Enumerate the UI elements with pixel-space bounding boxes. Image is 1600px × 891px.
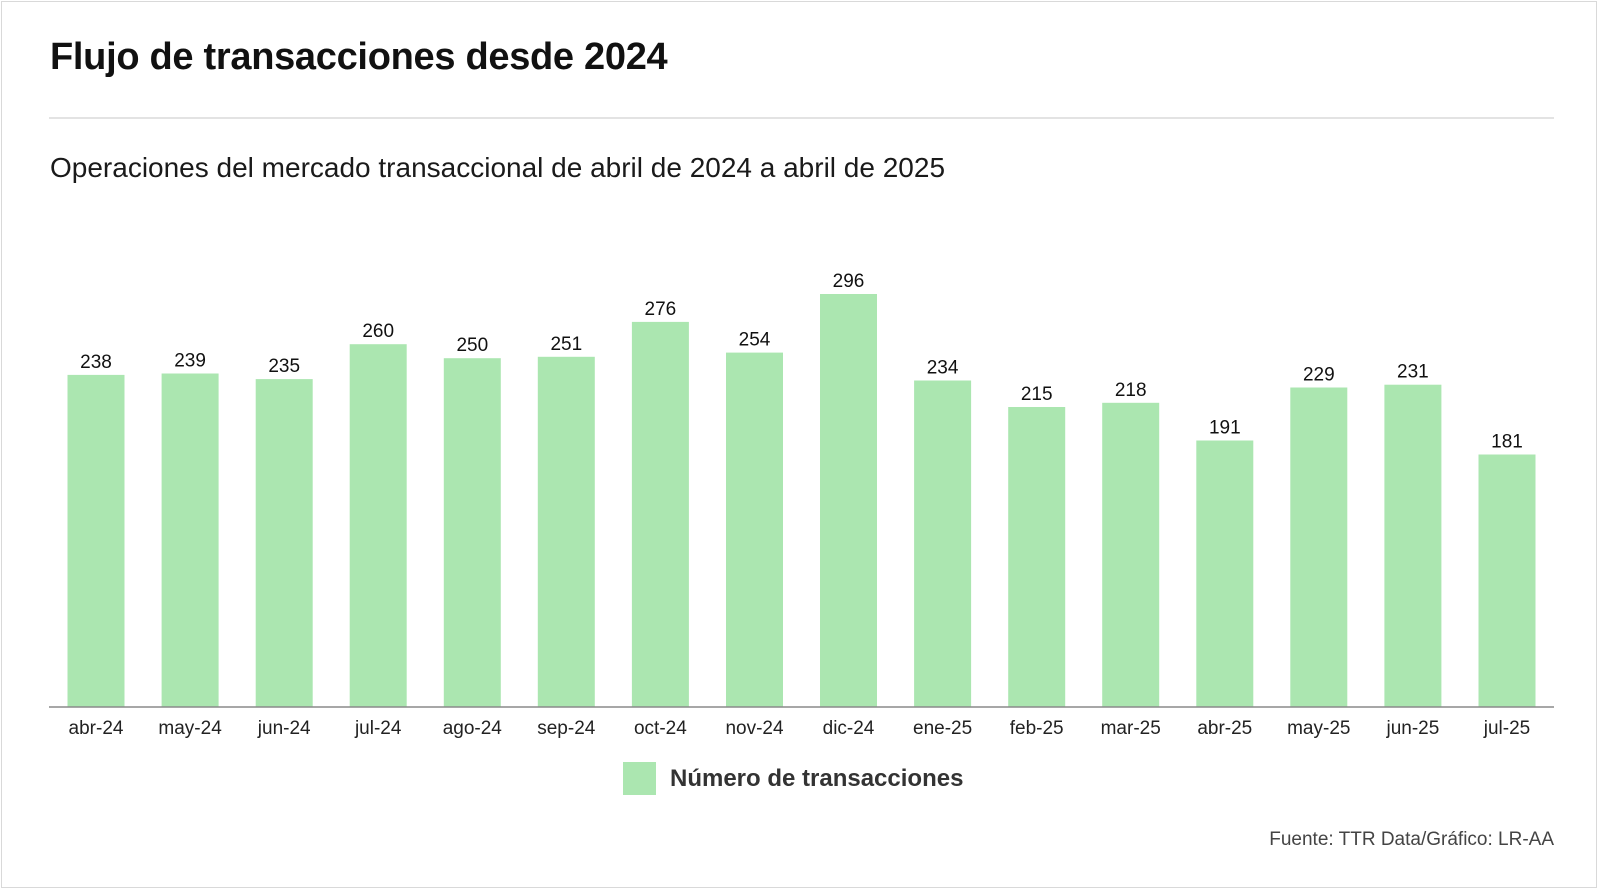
bar-mar-25: [1102, 402, 1160, 707]
bar-jun-25: [1384, 384, 1442, 707]
value-labels-group: 238 239 235 260 250 251 276 254 296 234 215 218 191 2…: [80, 271, 1523, 453]
bar-may-24: [161, 373, 219, 707]
bar-jul-24: [349, 344, 407, 707]
source-note: Fuente: TTR Data/Gráfico: LR-AA: [1269, 829, 1554, 850]
value-label-mar-25: 218: [1115, 380, 1147, 401]
value-label-jun-24: 235: [268, 356, 300, 377]
value-label-abr-25: 191: [1209, 418, 1241, 439]
tick-label-abr-25: abr-25: [1197, 718, 1252, 739]
value-label-jun-25: 231: [1397, 362, 1429, 383]
tick-label-nov-24: nov-24: [725, 718, 784, 739]
bar-may-25: [1290, 387, 1348, 707]
value-label-may-24: 239: [174, 351, 206, 372]
value-label-ago-24: 250: [456, 335, 488, 356]
value-label-jul-24: 260: [362, 321, 394, 342]
bars-group: [67, 294, 1536, 707]
tick-label-ago-24: ago-24: [443, 718, 503, 739]
value-label-abr-24: 238: [80, 352, 112, 373]
legend-swatch: [623, 762, 656, 795]
bar-abr-24: [67, 374, 125, 707]
tick-label-jun-24: jun-24: [257, 718, 311, 739]
bar-nov-24: [726, 352, 783, 707]
bar-feb-25: [1008, 407, 1066, 707]
tick-label-oct-24: oct-24: [634, 718, 687, 739]
bar-sep-24: [537, 356, 595, 707]
tick-label-jul-24: jul-24: [354, 718, 402, 739]
tick-label-jul-25: jul-25: [1483, 718, 1530, 739]
value-label-nov-24: 254: [739, 330, 771, 351]
tick-label-abr-24: abr-24: [69, 718, 124, 739]
tick-label-jun-25: jun-25: [1385, 718, 1439, 739]
bar-ago-24: [443, 358, 501, 707]
bar-abr-25: [1196, 440, 1254, 707]
tick-label-may-24: may-24: [158, 718, 222, 739]
bar-ene-25: [914, 380, 972, 707]
bar-oct-24: [631, 321, 689, 707]
tick-label-sep-24: sep-24: [537, 718, 596, 739]
value-label-feb-25: 215: [1021, 384, 1053, 405]
value-label-dic-24: 296: [833, 271, 865, 292]
legend: Número de transacciones: [623, 762, 963, 795]
value-label-jul-25: 181: [1491, 432, 1523, 453]
chart-title: Flujo de transacciones desde 2024: [50, 36, 668, 78]
value-label-sep-24: 251: [550, 334, 582, 355]
tick-label-mar-25: mar-25: [1101, 718, 1161, 739]
bar-jun-24: [255, 379, 313, 707]
value-label-may-25: 229: [1303, 365, 1335, 386]
tick-label-ene-25: ene-25: [913, 718, 972, 739]
tick-label-may-25: may-25: [1287, 718, 1350, 739]
title-divider: [49, 117, 1554, 119]
chart-subtitle: Operaciones del mercado transaccional de…: [50, 152, 946, 183]
tick-label-feb-25: feb-25: [1010, 718, 1064, 739]
tick-label-dic-24: dic-24: [823, 718, 875, 739]
bar-dic-24: [820, 294, 877, 707]
x-tick-labels-group: abr-24 may-24 jun-24 jul-24 ago-24 sep-24 oct-…: [69, 718, 1531, 739]
bar-jul-25: [1478, 454, 1536, 707]
value-label-ene-25: 234: [927, 358, 959, 379]
value-label-oct-24: 276: [645, 299, 677, 320]
legend-label: Número de transacciones: [670, 764, 964, 792]
